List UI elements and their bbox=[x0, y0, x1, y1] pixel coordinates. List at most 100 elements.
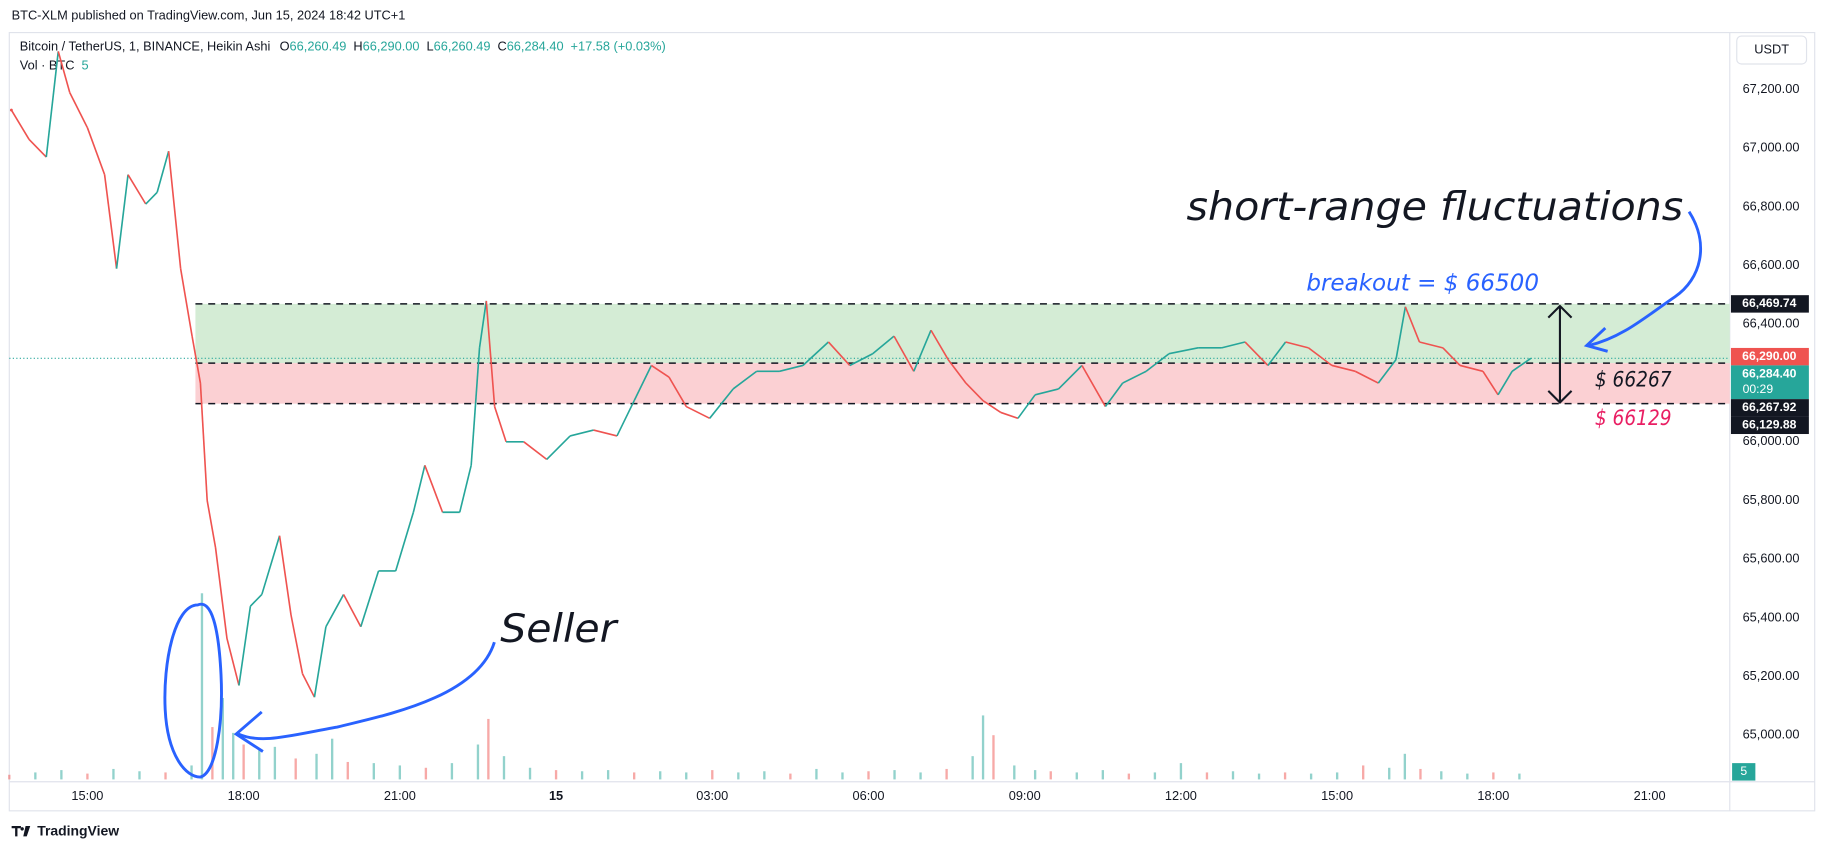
volume-bar bbox=[34, 772, 37, 780]
usdt-button[interactable]: USDT bbox=[1736, 35, 1808, 65]
price-segment bbox=[616, 400, 635, 437]
footer-logo: TradingView bbox=[11, 822, 119, 838]
volume-bar bbox=[1257, 773, 1261, 780]
price-segment bbox=[650, 364, 670, 378]
seller-arrowhead bbox=[233, 710, 264, 753]
volume-bar bbox=[841, 772, 844, 780]
volume-bar bbox=[815, 768, 818, 780]
x-tick-label: 06:00 bbox=[853, 788, 885, 803]
price-segment bbox=[1168, 347, 1199, 355]
button-frame bbox=[1736, 35, 1808, 65]
x-tick-label: 15 bbox=[549, 788, 563, 803]
volume-bar bbox=[763, 771, 766, 780]
volume-bar bbox=[1033, 770, 1037, 780]
volume-bar bbox=[1101, 770, 1104, 780]
volume-bar bbox=[273, 746, 277, 780]
price-segment bbox=[249, 593, 263, 607]
volume-bar bbox=[1335, 772, 1339, 780]
price-label: 66,267.92 bbox=[1742, 400, 1797, 414]
annotation: short-range fluctuations bbox=[1187, 184, 1684, 230]
price-segment bbox=[1104, 382, 1124, 408]
volume-bar bbox=[1440, 771, 1443, 780]
volume-bar bbox=[315, 753, 318, 780]
y-tick-label: 66,600.00 bbox=[1743, 257, 1800, 272]
price-segment bbox=[313, 626, 327, 698]
price-segment bbox=[10, 109, 30, 140]
price-segment bbox=[1244, 341, 1269, 367]
price-segment bbox=[424, 464, 444, 513]
price-segment bbox=[982, 400, 1002, 414]
range-arrow-heads bbox=[1547, 304, 1573, 404]
volume-bar bbox=[945, 768, 948, 780]
y-tick-label: 65,400.00 bbox=[1743, 609, 1800, 624]
volume-bar bbox=[981, 715, 985, 780]
volume-title: Vol · BTC bbox=[20, 58, 75, 73]
price-label: 66,290.00 bbox=[1742, 349, 1797, 363]
volume-bar bbox=[1205, 772, 1209, 780]
y-tick-label: 65,800.00 bbox=[1743, 492, 1800, 507]
price-segment bbox=[546, 435, 571, 460]
price-segment bbox=[947, 359, 967, 384]
y-tick-label: 65,600.00 bbox=[1743, 551, 1800, 566]
price-segment bbox=[45, 51, 60, 158]
price-label-box bbox=[1730, 347, 1809, 366]
ohlc-key: C bbox=[497, 39, 506, 54]
price-label: 66,469.74 bbox=[1742, 296, 1797, 310]
volume-bar bbox=[346, 761, 349, 780]
x-tick-label: 03:00 bbox=[696, 788, 728, 803]
y-tick-label: 67,200.00 bbox=[1743, 81, 1800, 96]
volume-bar bbox=[1127, 773, 1131, 780]
price-segment bbox=[913, 329, 932, 372]
volume-legend: Vol · BTC 5 bbox=[20, 58, 89, 73]
volume-bar bbox=[221, 697, 224, 780]
price-segment bbox=[238, 606, 252, 686]
price-segment bbox=[1017, 394, 1036, 419]
price-segment bbox=[412, 465, 426, 513]
volume-bar bbox=[258, 750, 261, 780]
volume-bar bbox=[200, 593, 204, 780]
price-segment bbox=[1221, 341, 1246, 349]
volume-bar bbox=[528, 767, 532, 780]
price-segment bbox=[325, 594, 345, 628]
price-segment bbox=[1482, 370, 1499, 396]
x-tick-label: 21:00 bbox=[384, 788, 416, 803]
volume-bar bbox=[1013, 765, 1016, 780]
price-segment bbox=[360, 570, 380, 627]
logo-mark bbox=[11, 825, 31, 837]
volume-bar bbox=[487, 718, 490, 780]
price-segment bbox=[493, 406, 507, 443]
publisher: BTC-XLM published on TradingView.com, Ju… bbox=[12, 8, 406, 23]
price-segment bbox=[191, 335, 202, 384]
price-segment bbox=[290, 614, 304, 674]
volume-bar bbox=[1283, 772, 1287, 780]
price-segment bbox=[633, 365, 653, 402]
price-segment bbox=[1285, 341, 1309, 349]
price-label-box bbox=[1730, 399, 1809, 417]
fluct-arrowhead bbox=[1583, 326, 1609, 353]
countdown: 00:29 bbox=[1743, 382, 1774, 396]
zone bbox=[195, 363, 1730, 404]
price-segment bbox=[849, 353, 874, 367]
x-tick-label: 18:00 bbox=[228, 788, 260, 803]
x-tick-label: 15:00 bbox=[1321, 788, 1353, 803]
volume-bar bbox=[1466, 773, 1469, 780]
price-segment bbox=[179, 268, 193, 337]
price-segment bbox=[779, 364, 804, 373]
zone bbox=[195, 303, 1730, 364]
price-segment bbox=[732, 370, 758, 390]
price-segment bbox=[57, 51, 71, 93]
price-segment bbox=[342, 594, 362, 628]
price-segment bbox=[1000, 411, 1019, 420]
volume-bar bbox=[190, 765, 193, 780]
price-label-box bbox=[1730, 295, 1809, 313]
price-segment bbox=[1377, 359, 1397, 384]
price-segment bbox=[1419, 341, 1444, 349]
price-segment bbox=[1497, 370, 1513, 396]
ohlc-key: H bbox=[353, 39, 362, 54]
price-segment bbox=[1511, 357, 1532, 373]
volume-bar bbox=[60, 770, 63, 780]
price-segment bbox=[1145, 353, 1170, 372]
price-segment bbox=[872, 335, 895, 355]
brand: TradingView bbox=[37, 822, 119, 838]
